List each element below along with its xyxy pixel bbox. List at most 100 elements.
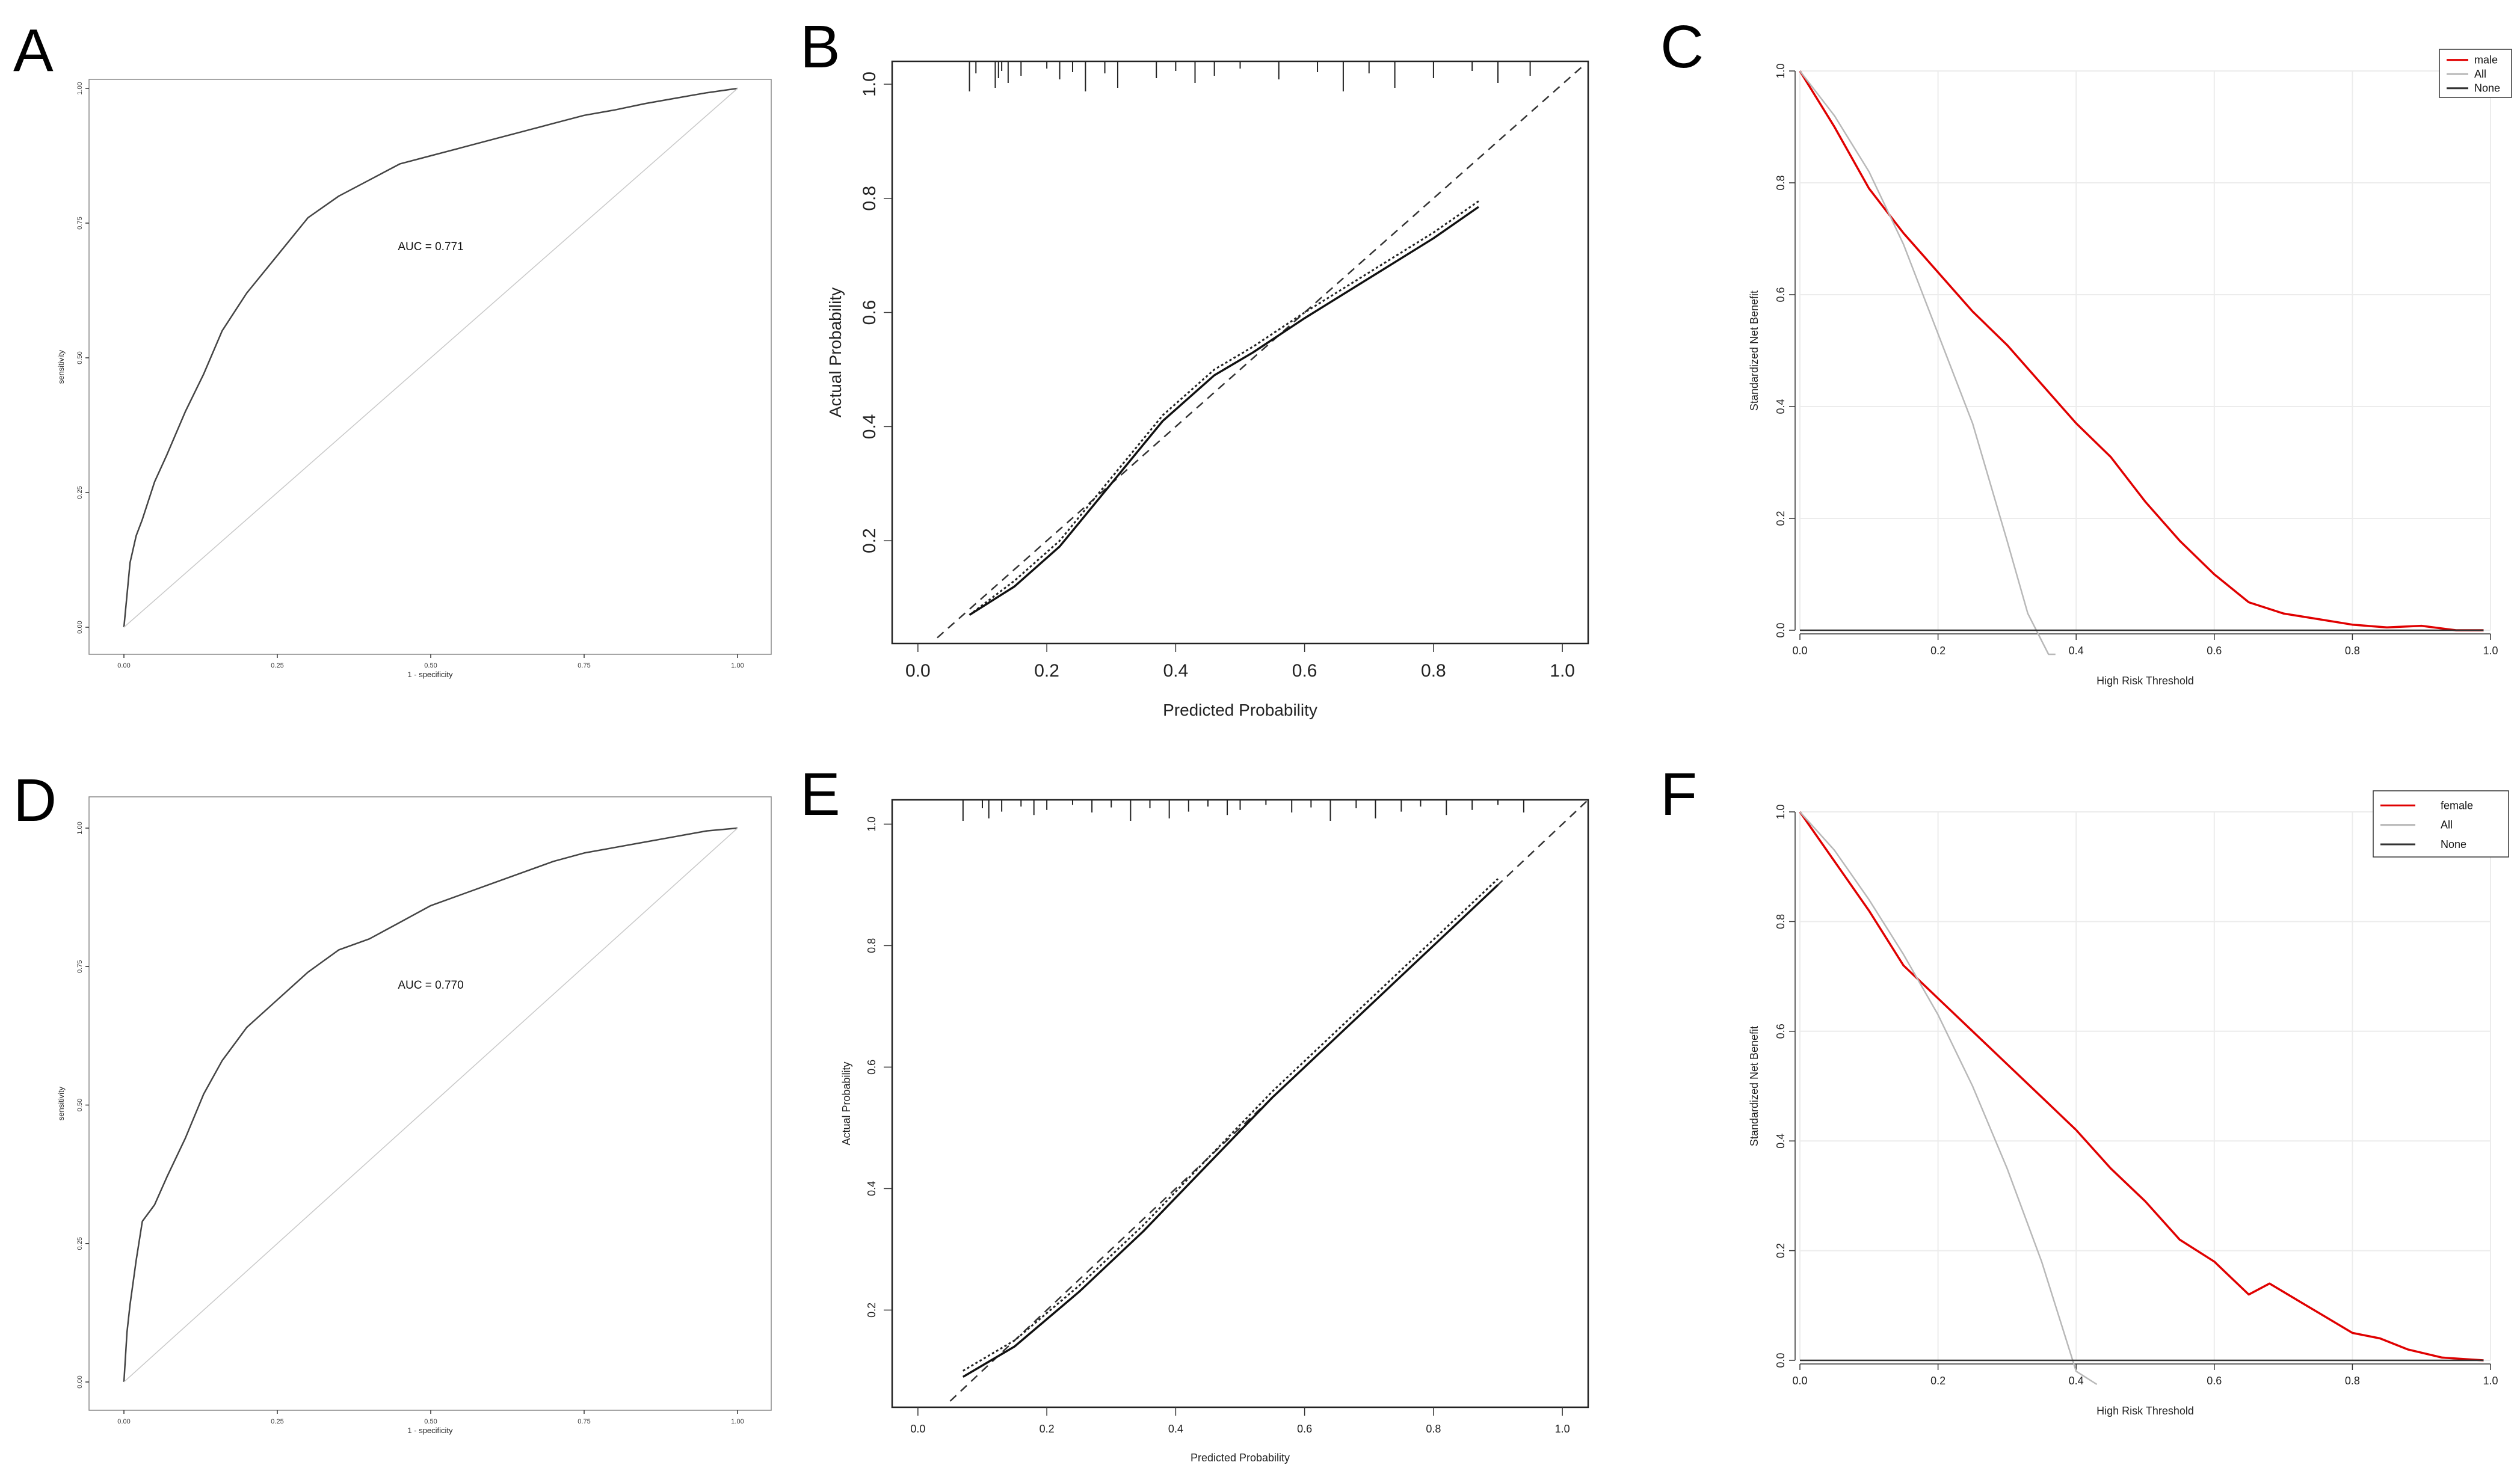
x-axis-title: High Risk Threshold	[2096, 675, 2194, 687]
legend-label: None	[2474, 82, 2500, 94]
y-tick-label: 0.6	[1775, 287, 1787, 302]
roc-curve	[123, 827, 738, 1383]
legend-label: male	[2474, 54, 2498, 66]
x-tick-label: 1.0	[2483, 645, 2498, 657]
y-tick-label: 1.0	[860, 72, 880, 97]
y-tick-label: 0.4	[866, 1181, 878, 1196]
x-tick-label: 0.2	[1930, 645, 1945, 657]
x-tick-label: 0.0	[905, 661, 931, 681]
y-tick-label: 0.2	[1775, 511, 1787, 526]
apparent-curve	[969, 200, 1479, 616]
x-tick-label: 0.4	[1168, 1423, 1183, 1435]
y-tick-label: 0.2	[1775, 1243, 1787, 1258]
reference-diagonal	[123, 828, 738, 1383]
y-tick-label: 0.00	[76, 621, 84, 633]
x-tick-label: 0.0	[1792, 1375, 1807, 1387]
plot-frame-a	[88, 79, 772, 655]
panel-label-f: F	[1660, 761, 1697, 828]
x-tick-label: 0.00	[117, 662, 130, 669]
y-tick-label: 0.50	[76, 351, 84, 364]
legend-label: female	[2441, 799, 2473, 811]
all-curve	[1799, 70, 2056, 656]
reference-diagonal	[123, 88, 738, 628]
y-tick-label: 0.4	[1775, 1134, 1787, 1149]
x-axis-title: Predicted Probability	[1163, 701, 1317, 719]
x-tick-label: 0.4	[2069, 645, 2084, 657]
y-tick-label: 0.75	[76, 960, 84, 973]
x-tick-label: 1.0	[2483, 1375, 2498, 1387]
x-tick-label: 0.8	[2345, 1375, 2360, 1387]
y-tick-label: 0.0	[1775, 1353, 1787, 1368]
y-tick-label: 0.50	[76, 1099, 84, 1111]
auc-annotation: AUC = 0.770	[398, 979, 463, 992]
x-tick-label: 0.25	[271, 1418, 283, 1425]
y-tick-label: 0.8	[1775, 914, 1787, 929]
x-tick-label: 1.00	[731, 1418, 744, 1425]
x-tick-label: 0.75	[578, 662, 590, 669]
model-net-benefit-curve	[1799, 70, 2484, 631]
x-axis-title: Predicted Probability	[1191, 1452, 1290, 1464]
bias-corrected-curve	[969, 206, 1479, 616]
y-axis-title: Actual Probability	[826, 287, 845, 417]
panel-label-c: C	[1660, 13, 1704, 81]
legend-box	[2373, 790, 2509, 858]
y-tick-label: 1.00	[76, 821, 84, 834]
y-axis-title: sensitivity	[57, 1086, 66, 1120]
y-tick-label: 0.8	[860, 186, 880, 211]
x-axis-title: High Risk Threshold	[2096, 1405, 2194, 1417]
x-tick-label: 0.4	[2069, 1375, 2084, 1387]
y-tick-label: 1.0	[1775, 804, 1787, 819]
x-tick-label: 0.8	[1421, 661, 1446, 681]
x-tick-label: 1.0	[1550, 661, 1575, 681]
x-tick-label: 0.50	[424, 1418, 437, 1425]
y-tick-label: 0.6	[860, 300, 880, 325]
panel-label-b: B	[800, 13, 840, 81]
y-tick-label: 0.25	[76, 486, 84, 499]
y-tick-label: 1.0	[866, 817, 878, 832]
apparent-curve	[963, 878, 1499, 1372]
y-tick-label: 0.8	[1775, 175, 1787, 190]
legend-label: None	[2441, 838, 2466, 850]
legend-label: All	[2441, 819, 2453, 831]
y-tick-label: 0.6	[1775, 1024, 1787, 1039]
roc-curve	[123, 87, 738, 628]
model-net-benefit-curve	[1799, 811, 2484, 1362]
y-tick-label: 0.4	[1775, 399, 1787, 414]
x-tick-label: 0.4	[1163, 661, 1189, 681]
y-tick-label: 0.75	[76, 216, 84, 229]
plot-frame-d	[88, 796, 772, 1411]
y-tick-label: 0.2	[860, 528, 880, 553]
x-tick-label: 1.00	[731, 662, 744, 669]
y-tick-label: 1.00	[76, 82, 84, 94]
y-tick-label: 0.25	[76, 1237, 84, 1250]
x-tick-label: 0.0	[1792, 645, 1807, 657]
auc-annotation: AUC = 0.771	[398, 241, 463, 253]
x-tick-label: 0.75	[578, 1418, 590, 1425]
x-axis-title: 1 - specificity	[407, 670, 453, 679]
x-tick-label: 0.50	[424, 662, 437, 669]
x-tick-label: 0.00	[117, 1418, 130, 1425]
bias-corrected-curve	[962, 884, 1499, 1378]
x-tick-label: 0.2	[1034, 661, 1059, 681]
y-axis-title: sensitivity	[57, 349, 66, 384]
x-tick-label: 0.2	[1930, 1375, 1945, 1387]
y-tick-label: 0.2	[866, 1303, 878, 1318]
y-tick-label: 1.0	[1775, 63, 1787, 78]
x-tick-label: 0.6	[1297, 1423, 1312, 1435]
legend-label: All	[2474, 68, 2486, 80]
y-tick-label: 0.8	[866, 938, 878, 953]
panel-label-d: D	[13, 767, 57, 834]
all-curve	[1799, 811, 2098, 1386]
panel-label-e: E	[800, 761, 840, 828]
x-tick-label: 0.6	[2207, 645, 2222, 657]
x-tick-label: 0.8	[1426, 1423, 1441, 1435]
y-tick-label: 0.00	[76, 1375, 84, 1388]
x-tick-label: 0.25	[271, 662, 283, 669]
x-tick-label: 0.6	[2207, 1375, 2222, 1387]
y-axis-title: Actual Probability	[840, 1061, 852, 1145]
x-tick-label: 0.8	[2345, 645, 2360, 657]
x-tick-label: 0.0	[910, 1423, 925, 1435]
y-axis-title: Standardized Net Benefit	[1748, 1026, 1760, 1146]
y-axis-title: Standardized Net Benefit	[1748, 290, 1760, 411]
